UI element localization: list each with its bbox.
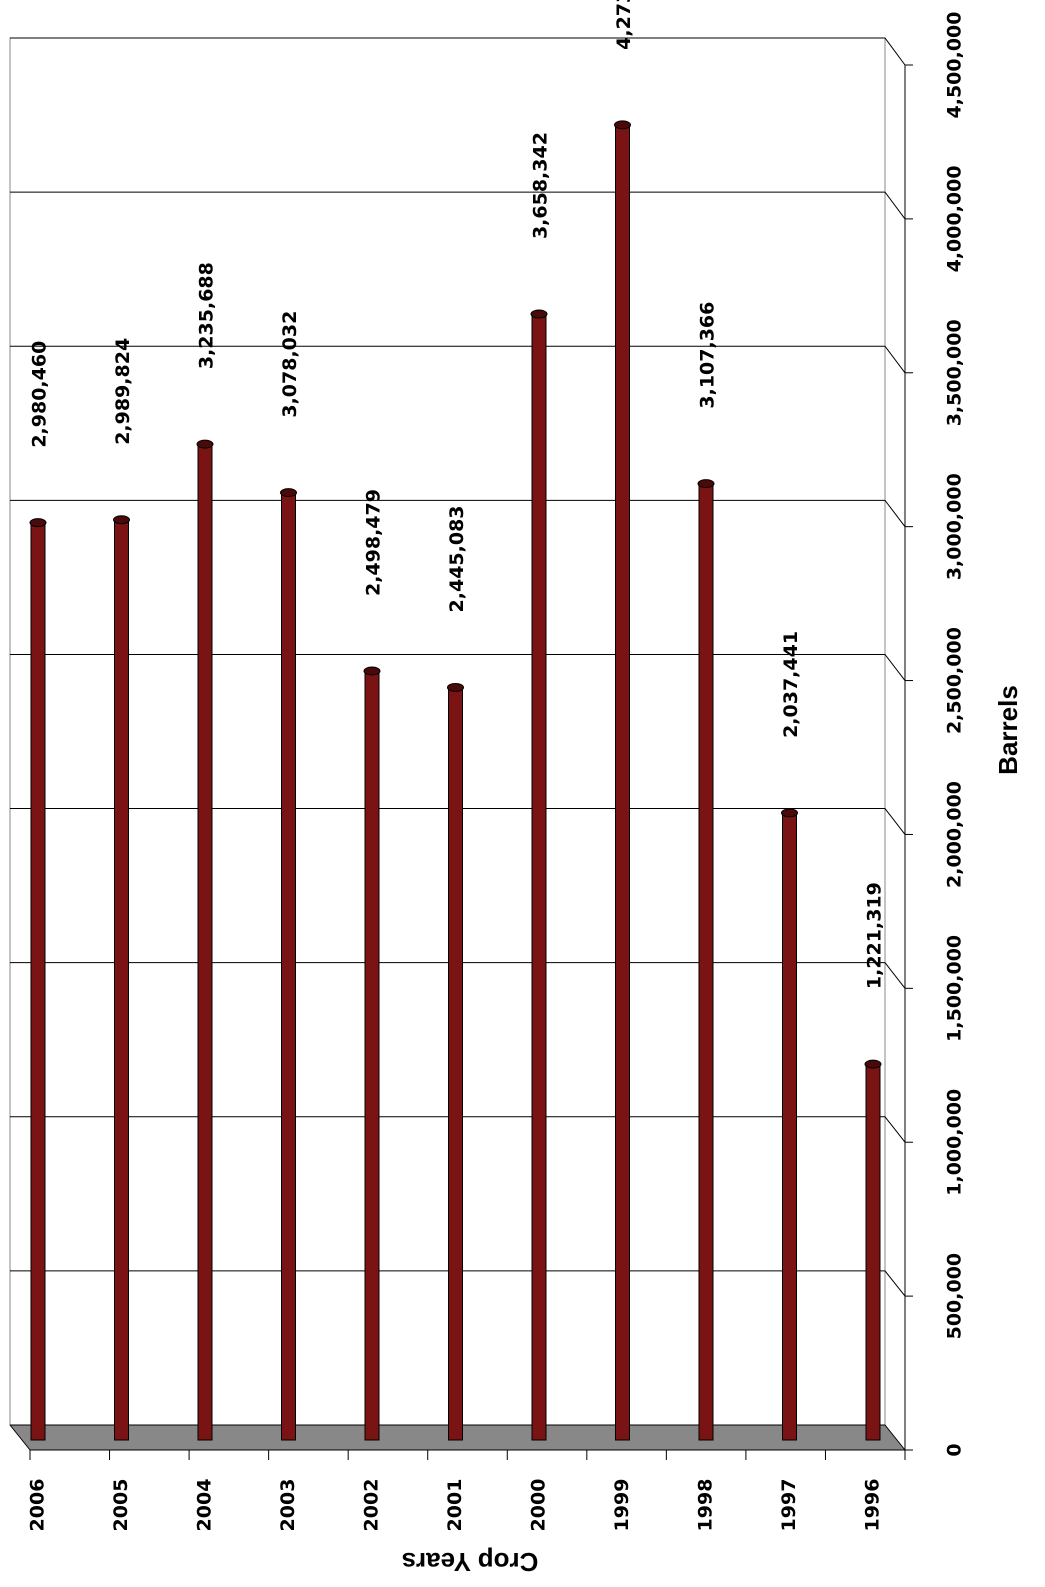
x-tick-label: 2002 — [361, 1479, 383, 1532]
x-axis-title: Crop Years — [402, 1547, 539, 1577]
grid-line — [10, 191, 906, 220]
x-tick-label: 1997 — [778, 1479, 800, 1532]
x-tick-label: 2004 — [194, 1479, 216, 1532]
bar — [364, 670, 380, 1441]
bar — [30, 522, 46, 1441]
y-tick-label: 500,000 — [944, 1253, 966, 1340]
bar-cap — [447, 682, 464, 692]
y-tick-label: 3,500,000 — [944, 319, 966, 426]
grid-line — [10, 345, 906, 374]
x-tick-label: 2003 — [277, 1479, 299, 1532]
value-label: 3,078,032 — [279, 311, 301, 418]
bar-cap — [530, 309, 548, 319]
bar — [865, 1063, 881, 1441]
x-tick-label: 2005 — [110, 1479, 132, 1532]
value-label: 2,989,824 — [112, 338, 134, 445]
bar-cap — [113, 515, 130, 525]
x-tick-label: 2000 — [528, 1479, 550, 1532]
bar — [114, 519, 129, 1441]
x-tick-label: 2006 — [27, 1479, 49, 1532]
bar-cap — [363, 666, 381, 676]
bar — [698, 483, 714, 1441]
value-label: 2,037,441 — [780, 631, 802, 738]
y-tick-label: 4,000,000 — [944, 165, 966, 272]
grid-line — [10, 1270, 906, 1297]
value-label: 1,221,319 — [864, 882, 886, 989]
y-tick-label: 2,500,000 — [944, 627, 966, 734]
back-wall — [9, 37, 886, 1426]
y-tick-label: 2,000,000 — [944, 781, 966, 888]
y-axis-title: Barrels — [993, 685, 1023, 775]
bar — [615, 124, 630, 1441]
bar-cap — [697, 479, 715, 489]
grid-line — [10, 1116, 906, 1143]
y-tick-label: 4,500,000 — [944, 12, 966, 119]
bar — [281, 492, 296, 1441]
value-label: 2,980,460 — [29, 341, 51, 448]
bar-cap — [781, 808, 798, 818]
x-tick-label: 1996 — [862, 1479, 884, 1532]
bar — [448, 686, 463, 1441]
y-tick-label: 1,000,000 — [944, 1089, 966, 1196]
bar-cap — [29, 518, 47, 528]
bar — [197, 443, 213, 1441]
bar-cap — [614, 120, 631, 130]
bar — [531, 313, 547, 1441]
grid-line — [10, 962, 906, 989]
value-label: 2,498,479 — [363, 489, 385, 596]
value-label: 4,273,0 — [613, 0, 635, 50]
grid-line — [10, 808, 906, 835]
value-label: 3,235,688 — [196, 262, 218, 369]
value-label: 2,445,083 — [446, 505, 468, 612]
floor-edge — [9, 1424, 31, 1451]
y-tick-label: 0 — [944, 1443, 966, 1456]
bar — [782, 812, 797, 1441]
bar-cap — [864, 1059, 882, 1069]
grid-line — [10, 1424, 906, 1451]
bar-cap — [196, 439, 214, 449]
y-tick-label: 1,500,000 — [944, 935, 966, 1042]
value-label: 3,107,366 — [697, 302, 719, 409]
x-tick-label: 1998 — [695, 1479, 717, 1532]
value-label: 3,658,342 — [530, 132, 552, 239]
y-tick-label: 3,000,000 — [944, 473, 966, 580]
bar-cap — [280, 488, 297, 498]
grid-line — [10, 499, 906, 527]
x-tick-label: 1999 — [611, 1479, 633, 1532]
x-tick-label: 2001 — [444, 1479, 466, 1532]
grid-line — [10, 653, 906, 681]
grid-line — [10, 37, 906, 66]
